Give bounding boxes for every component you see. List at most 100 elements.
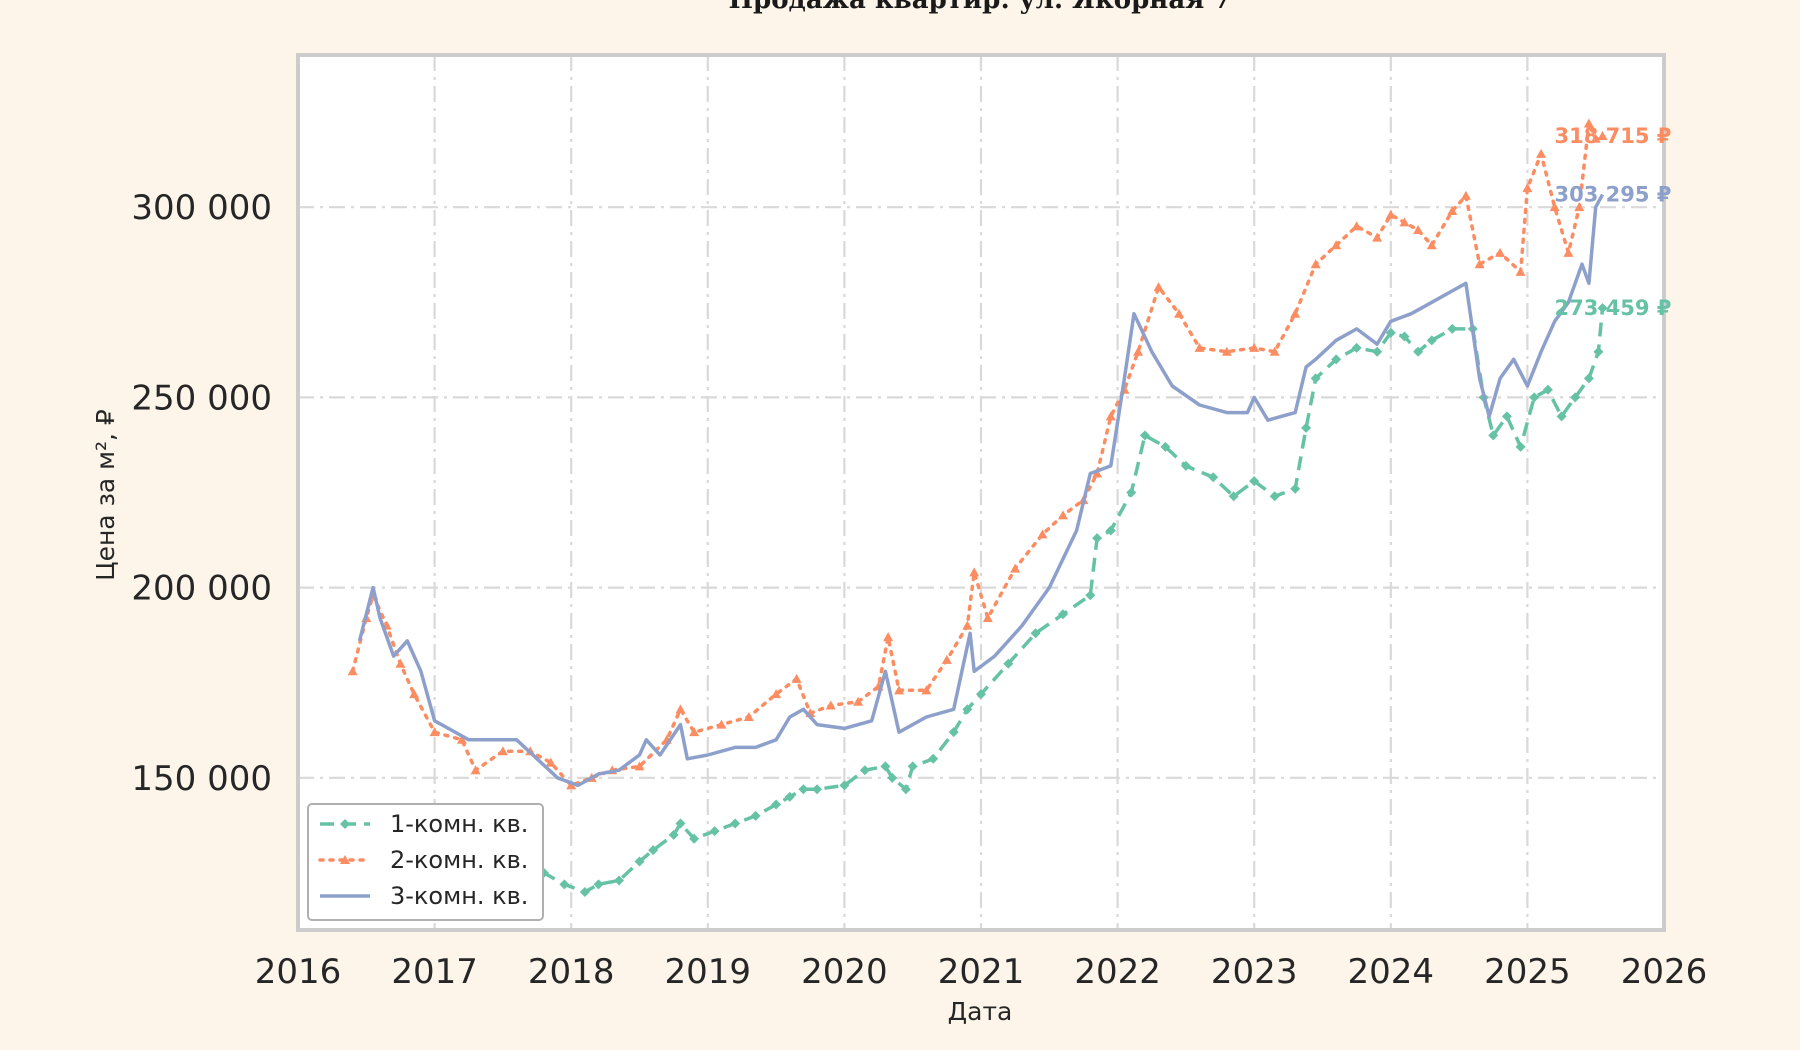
data-point-one_room bbox=[1139, 430, 1150, 441]
data-point-two_room bbox=[1133, 346, 1144, 356]
x-tick-label: 2022 bbox=[1074, 952, 1161, 992]
data-point-one_room bbox=[1488, 430, 1499, 441]
data-point-two_room bbox=[853, 696, 864, 706]
data-point-two_room bbox=[941, 654, 952, 664]
end-label-three_room: 303 295 ₽ bbox=[1555, 183, 1672, 207]
y-tick-label: 200 000 bbox=[131, 569, 272, 609]
data-point-one_room bbox=[1583, 373, 1594, 384]
y-tick-label: 150 000 bbox=[131, 759, 272, 799]
data-point-one_room bbox=[928, 753, 939, 764]
data-point-two_room bbox=[409, 689, 420, 699]
data-point-two_room bbox=[395, 658, 406, 668]
data-point-one_room bbox=[798, 784, 809, 795]
data-point-two_room bbox=[470, 765, 481, 775]
legend-marker bbox=[340, 855, 350, 864]
data-point-two_room bbox=[1574, 202, 1585, 212]
data-point-one_room bbox=[948, 727, 959, 738]
data-point-one_room bbox=[962, 704, 973, 715]
data-point-two_room bbox=[689, 727, 700, 737]
data-point-two_room bbox=[1010, 563, 1021, 573]
data-point-two_room bbox=[982, 613, 993, 623]
data-point-one_room bbox=[1228, 491, 1239, 502]
data-point-two_room bbox=[1413, 225, 1424, 234]
data-point-two_room bbox=[1426, 240, 1437, 250]
data-point-two_room bbox=[566, 780, 577, 790]
data-point-two_room bbox=[1460, 190, 1471, 200]
data-point-two_room bbox=[545, 757, 556, 767]
data-point-one_room bbox=[709, 826, 720, 837]
data-point-two_room bbox=[1597, 130, 1608, 140]
data-point-two_room bbox=[1290, 308, 1301, 318]
data-point-one_room bbox=[812, 784, 823, 795]
data-point-one_room bbox=[839, 780, 850, 791]
data-point-two_room bbox=[1310, 259, 1321, 269]
data-point-two_room bbox=[1495, 247, 1506, 257]
y-tick-label: 250 000 bbox=[131, 378, 272, 418]
data-point-two_room bbox=[347, 666, 358, 676]
legend-item-one_room[interactable]: 1-комн. кв. bbox=[320, 810, 528, 838]
data-point-two_room bbox=[921, 685, 932, 695]
data-point-one_room bbox=[1085, 590, 1096, 601]
x-tick-label: 2024 bbox=[1348, 952, 1435, 992]
data-point-two_room bbox=[1194, 342, 1205, 352]
data-point-one_room bbox=[730, 818, 741, 829]
data-point-two_room bbox=[1153, 282, 1164, 292]
data-point-one_room bbox=[614, 875, 625, 886]
data-point-two_room bbox=[1536, 148, 1547, 158]
data-point-two_room bbox=[1249, 342, 1260, 352]
data-point-one_room bbox=[559, 879, 570, 890]
legend-marker bbox=[340, 819, 350, 829]
data-point-one_room bbox=[1290, 483, 1301, 494]
legend-item-two_room[interactable]: 2-комн. кв. bbox=[318, 846, 528, 874]
data-point-two_room bbox=[1515, 266, 1526, 276]
data-point-one_room bbox=[784, 791, 795, 802]
data-point-two_room bbox=[1269, 346, 1280, 356]
data-point-two_room bbox=[1037, 529, 1048, 539]
data-point-one_room bbox=[675, 818, 686, 829]
data-point-two_room bbox=[1399, 217, 1410, 227]
end-labels: 273 459 ₽ 318 715 ₽ 303 295 ₽ bbox=[1555, 124, 1672, 320]
data-point-one_room bbox=[689, 833, 700, 844]
data-point-one_room bbox=[1597, 303, 1608, 314]
data-point-one_room bbox=[579, 886, 590, 897]
data-point-two_room bbox=[1331, 240, 1342, 250]
data-point-two_room bbox=[1474, 259, 1485, 269]
x-tick-label: 2018 bbox=[528, 952, 615, 992]
data-point-two_room bbox=[675, 704, 686, 714]
data-point-one_room bbox=[648, 845, 659, 856]
data-point-two_room bbox=[1105, 411, 1116, 421]
legend-item-three_room[interactable]: 3-комн. кв. bbox=[320, 882, 528, 910]
data-point-one_room bbox=[1426, 335, 1437, 346]
data-point-two_room bbox=[894, 685, 905, 695]
data-point-one_room bbox=[1529, 392, 1540, 403]
y-axis-label: Цена за м², ₽ bbox=[91, 409, 120, 581]
data-point-one_room bbox=[1351, 342, 1362, 353]
data-point-two_room bbox=[456, 734, 467, 744]
data-point-one_room bbox=[1180, 460, 1191, 471]
series-three_room bbox=[357, 193, 1605, 788]
data-point-one_room bbox=[1399, 331, 1410, 342]
x-axis-label: Дата bbox=[948, 997, 1013, 1026]
end-label-two_room: 318 715 ₽ bbox=[1555, 124, 1672, 148]
data-point-one_room bbox=[1556, 411, 1567, 422]
series-line-three_room bbox=[357, 193, 1605, 788]
data-point-two_room bbox=[1372, 232, 1383, 242]
data-point-one_room bbox=[668, 829, 679, 840]
plot-frame bbox=[296, 53, 1666, 932]
x-tick-label: 2016 bbox=[255, 952, 342, 992]
x-tick-label: 2026 bbox=[1621, 952, 1708, 992]
x-tick-label: 2017 bbox=[391, 952, 478, 992]
legend[interactable]: 1-комн. кв. 2-комн. кв. 3-комн. кв. bbox=[307, 803, 544, 921]
data-point-one_room bbox=[1057, 609, 1068, 620]
data-point-one_room bbox=[1570, 392, 1581, 403]
data-point-two_room bbox=[1583, 118, 1594, 128]
data-point-one_room bbox=[1331, 354, 1342, 365]
data-point-two_room bbox=[1522, 183, 1533, 193]
data-point-one_room bbox=[1301, 422, 1312, 433]
data-point-two_room bbox=[883, 632, 894, 642]
data-point-two_room bbox=[743, 711, 754, 721]
data-point-one_room bbox=[1160, 441, 1171, 452]
data-point-one_room bbox=[1126, 487, 1137, 498]
data-point-one_room bbox=[1515, 441, 1526, 452]
